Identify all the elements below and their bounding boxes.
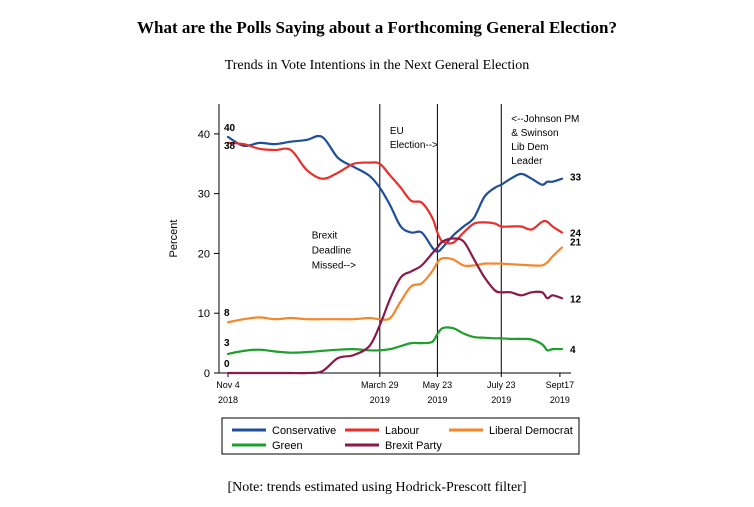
end-label-labour: 24: [570, 229, 582, 240]
event-label: <--Johnson PM: [511, 114, 579, 125]
event-label: & Swinson: [511, 128, 558, 139]
y-tick-label: 0: [204, 368, 210, 380]
event-label: Election-->: [390, 140, 438, 151]
end-label-green: 4: [570, 345, 576, 356]
annotation-label: Missed-->: [312, 261, 356, 272]
x-tick-label-year: 2018: [218, 395, 238, 405]
chart-legend: Conservative Labour Liberal Democrat Green B…: [221, 417, 580, 455]
legend-label-brexit-party: Brexit Party: [385, 440, 442, 452]
series-lines: [226, 134, 564, 375]
x-tick-label-year: 2019: [491, 395, 511, 405]
start-label-liberal-democrat: 8: [224, 308, 230, 319]
x-tick-label: Sept17: [546, 380, 575, 390]
legend-label-liberal-democrat: Liberal Democrat: [489, 425, 573, 437]
legend-label-labour: Labour: [385, 425, 420, 437]
chart-note: [Note: trends estimated using Hodrick-Pr…: [227, 480, 527, 495]
chart-title: What are the Polls Saying about a Forthc…: [137, 18, 617, 37]
x-tick-label: Nov 4: [216, 380, 240, 390]
x-tick-label-year: 2019: [550, 395, 570, 405]
event-label: Leader: [511, 156, 543, 167]
series-line-labour: [226, 141, 564, 245]
event-label: Lib Dem: [511, 142, 548, 153]
start-label-conservative: 40: [224, 123, 236, 134]
end-label-liberal-democrat: 21: [570, 237, 582, 248]
y-tick-label: 30: [198, 189, 210, 201]
legend-box: [221, 417, 580, 455]
x-tick-label-year: 2019: [427, 395, 447, 405]
start-label-brexit-party: 0: [224, 359, 230, 370]
series-line-brexit-party: [226, 237, 564, 375]
start-label-labour: 38: [224, 141, 236, 152]
end-label-conservative: 33: [570, 173, 582, 184]
annotation-label: Brexit: [312, 231, 338, 242]
x-tick-label: May 23: [423, 380, 453, 390]
x-tick-label: July 23: [487, 380, 516, 390]
series-line-green: [226, 326, 564, 355]
series-line-liberal-democrat: [226, 246, 564, 324]
chart-subtitle: Trends in Vote Intentions in the Next Ge…: [224, 58, 530, 73]
y-tick-label: 20: [198, 248, 210, 260]
start-label-green: 3: [224, 338, 230, 349]
y-axis-label: Percent: [168, 220, 180, 258]
legend-label-conservative: Conservative: [272, 425, 336, 437]
event-label: EU: [390, 126, 404, 137]
y-tick-label: 40: [198, 129, 210, 141]
event-lines: EU Election--> <--Johnson PM & Swinson Lib D…: [312, 104, 579, 373]
y-tick-label: 10: [198, 308, 210, 320]
series-line-conservative: [226, 134, 564, 253]
x-tick-label-year: 2019: [370, 395, 390, 405]
x-tick-label: March 29: [361, 380, 399, 390]
legend-label-green: Green: [272, 440, 303, 452]
end-label-brexit-party: 12: [570, 294, 582, 305]
annotation-label: Deadline: [312, 246, 352, 257]
